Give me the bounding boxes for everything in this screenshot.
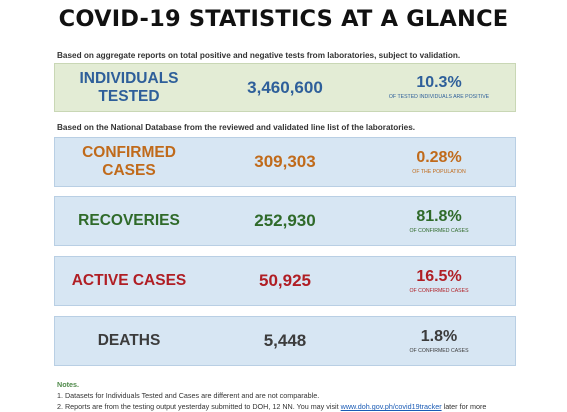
active-cases-label: ACTIVE CASES bbox=[71, 272, 187, 289]
active-cases-value: 50,925 bbox=[259, 271, 311, 290]
active-cases-card: ACTIVE CASES 50,925 16.5% OF CONFIRMED C… bbox=[54, 256, 516, 306]
notes-line-2: 2. Reports are from the testing output y… bbox=[57, 401, 486, 412]
recoveries-percent-desc: OF CONFIRMED CASES bbox=[409, 227, 469, 234]
recoveries-label: RECOVERIES bbox=[78, 212, 180, 229]
individuals-tested-value: 3,460,600 bbox=[247, 77, 323, 97]
active-cases-percent: 16.5% bbox=[416, 267, 462, 285]
notes-line-2-suffix: later for more bbox=[441, 402, 487, 411]
confirmed-cases-percent-block: 0.28% OF THE POPULATION bbox=[369, 138, 509, 186]
individuals-tested-label: INDIVIDUALS TESTED bbox=[79, 69, 179, 105]
notes-line-2-text: 2. Reports are from the testing output y… bbox=[57, 402, 341, 411]
deaths-percent-desc: OF CONFIRMED CASES bbox=[409, 347, 469, 354]
individuals-tested-percent: 10.3% bbox=[416, 74, 462, 92]
deaths-percent-block: 1.8% OF CONFIRMED CASES bbox=[369, 317, 509, 365]
confirmed-cases-percent: 0.28% bbox=[416, 148, 462, 166]
recoveries-percent-block: 81.8% OF CONFIRMED CASES bbox=[369, 197, 509, 245]
recoveries-percent: 81.8% bbox=[416, 207, 462, 225]
deaths-percent: 1.8% bbox=[420, 327, 458, 345]
recoveries-card: RECOVERIES 252,930 81.8% OF CONFIRMED CA… bbox=[54, 196, 516, 246]
individuals-tested-card: INDIVIDUALS TESTED 3,460,600 10.3% OF TE… bbox=[54, 63, 516, 112]
recoveries-value: 252,930 bbox=[254, 211, 316, 230]
active-cases-percent-block: 16.5% OF CONFIRMED CASES bbox=[369, 257, 509, 305]
active-cases-percent-desc: OF CONFIRMED CASES bbox=[409, 287, 469, 294]
deaths-card: DEATHS 5,448 1.8% OF CONFIRMED CASES bbox=[54, 316, 516, 366]
notes-line-1: 1. Datasets for Individuals Tested and C… bbox=[57, 391, 320, 400]
notes-section: Notes. 1. Datasets for Individuals Teste… bbox=[57, 379, 486, 412]
notes-heading: Notes. bbox=[57, 380, 79, 389]
covid19-tracker-link[interactable]: www.doh.gov.ph/covid19tracker bbox=[340, 402, 442, 411]
deaths-value: 5,448 bbox=[263, 331, 307, 350]
page-title: COVID-19 STATISTICS AT A GLANCE bbox=[58, 6, 509, 32]
confirmed-cases-label: CONFIRMED CASES bbox=[82, 144, 176, 179]
deaths-label: DEATHS bbox=[97, 332, 161, 349]
individuals-tested-percent-block: 10.3% OF TESTED INDIVIDUALS ARE POSITIVE bbox=[369, 64, 509, 111]
database-source-note: Based on the National Database from the … bbox=[57, 123, 416, 132]
confirmed-cases-percent-desc: OF THE POPULATION bbox=[412, 168, 466, 175]
confirmed-cases-card: CONFIRMED CASES 309,303 0.28% OF THE POP… bbox=[54, 137, 516, 187]
confirmed-cases-value: 309,303 bbox=[254, 152, 316, 171]
individuals-tested-percent-desc: OF TESTED INDIVIDUALS ARE POSITIVE bbox=[388, 94, 490, 101]
tests-source-note: Based on aggregate reports on total posi… bbox=[57, 51, 461, 60]
